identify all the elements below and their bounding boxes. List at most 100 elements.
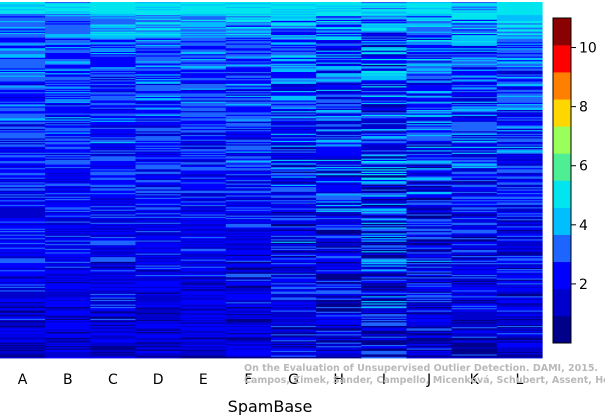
heatmap-cell bbox=[180, 63, 227, 66]
heatmap-cell bbox=[316, 202, 362, 205]
heatmap-cell bbox=[90, 194, 137, 196]
heatmap-cell bbox=[496, 92, 543, 94]
heatmap-cell bbox=[496, 76, 543, 79]
heatmap-cell bbox=[271, 156, 317, 158]
heatmap-cell bbox=[406, 102, 453, 105]
heatmap-cell bbox=[316, 182, 362, 184]
heatmap-cell bbox=[316, 28, 362, 30]
heatmap-cell bbox=[271, 352, 317, 354]
heatmap-cell bbox=[225, 11, 272, 14]
heatmap-cell bbox=[361, 9, 408, 11]
heatmap-cell bbox=[271, 245, 317, 247]
heatmap-cell bbox=[271, 197, 317, 200]
heatmap-cell bbox=[361, 202, 408, 205]
heatmap-cell bbox=[271, 309, 317, 311]
heatmap-cell bbox=[180, 137, 227, 139]
heatmap-cell bbox=[45, 62, 91, 65]
heatmap-cell bbox=[45, 202, 91, 205]
heatmap-cell bbox=[271, 76, 317, 79]
heatmap-cell bbox=[316, 321, 362, 323]
heatmap-cell bbox=[316, 127, 362, 130]
heatmap-cell bbox=[496, 330, 543, 333]
heatmap-cell bbox=[361, 323, 408, 326]
heatmap-cell bbox=[316, 96, 362, 99]
heatmap-cell bbox=[316, 181, 362, 183]
heatmap-cell bbox=[180, 17, 227, 20]
heatmap-cell bbox=[361, 206, 408, 208]
heatmap-cell bbox=[451, 123, 498, 125]
heatmap-cell bbox=[271, 161, 317, 163]
heatmap-cell bbox=[496, 98, 543, 100]
heatmap-cell bbox=[45, 15, 91, 17]
heatmap-cell bbox=[361, 295, 408, 297]
heatmap-cell bbox=[451, 174, 498, 176]
heatmap-cell bbox=[45, 136, 91, 138]
heatmap-cell bbox=[45, 138, 91, 141]
heatmap-cell bbox=[451, 240, 498, 243]
heatmap-cell bbox=[361, 133, 408, 136]
heatmap-cell bbox=[45, 72, 91, 74]
heatmap-cell bbox=[451, 287, 498, 290]
heatmap-cell bbox=[180, 241, 227, 244]
heatmap-cell bbox=[361, 270, 408, 272]
heatmap-cell bbox=[180, 85, 227, 87]
heatmap-cell bbox=[496, 304, 543, 307]
heatmap-cell bbox=[361, 339, 408, 341]
heatmap-cell bbox=[90, 53, 137, 55]
heatmap-cell bbox=[406, 284, 453, 287]
heatmap-cell bbox=[496, 312, 543, 315]
heatmap-cell bbox=[451, 198, 498, 201]
heatmap-cell bbox=[0, 22, 46, 24]
heatmap-cell bbox=[90, 98, 137, 100]
heatmap-cell bbox=[45, 96, 91, 99]
heatmap-cell bbox=[45, 355, 91, 358]
heatmap-cell bbox=[90, 2, 137, 4]
heatmap-cell bbox=[451, 80, 498, 82]
heatmap-cell bbox=[135, 180, 182, 182]
heatmap-cell bbox=[225, 162, 272, 164]
heatmap-cell bbox=[135, 37, 182, 40]
heatmap-cell bbox=[316, 213, 362, 215]
heatmap-cell bbox=[225, 131, 272, 133]
heatmap-cell bbox=[45, 203, 91, 206]
heatmap-cell bbox=[0, 203, 46, 206]
heatmap-cell bbox=[225, 68, 272, 71]
heatmap-cell bbox=[45, 105, 91, 107]
heatmap-cell bbox=[361, 190, 408, 193]
heatmap-cell bbox=[406, 290, 453, 292]
heatmap-cell bbox=[90, 221, 137, 224]
heatmap-cell bbox=[271, 325, 317, 328]
heatmap-cell bbox=[225, 220, 272, 222]
heatmap-cell bbox=[180, 13, 227, 16]
heatmap-cell bbox=[361, 120, 408, 123]
heatmap-cell bbox=[0, 42, 46, 44]
heatmap-cell bbox=[180, 204, 227, 207]
heatmap-cell bbox=[361, 234, 408, 237]
heatmap-cell bbox=[451, 38, 498, 41]
heatmap-cell bbox=[496, 114, 543, 117]
heatmap-cell bbox=[271, 45, 317, 48]
heatmap-cell bbox=[135, 156, 182, 158]
heatmap-cell bbox=[45, 198, 91, 201]
heatmap-cell bbox=[90, 226, 137, 228]
heatmap-cell bbox=[406, 246, 453, 249]
heatmap-cell bbox=[271, 234, 317, 237]
heatmap-cell bbox=[451, 258, 498, 260]
heatmap-cell bbox=[225, 10, 272, 12]
heatmap-cell bbox=[496, 45, 543, 48]
heatmap-cell bbox=[316, 48, 362, 50]
heatmap-cell bbox=[45, 325, 91, 328]
heatmap-cell bbox=[225, 75, 272, 78]
heatmap-cell bbox=[406, 161, 453, 163]
heatmap-cell bbox=[271, 254, 317, 257]
heatmap-cell bbox=[406, 274, 453, 277]
heatmap-cell bbox=[90, 143, 137, 145]
heatmap-cell bbox=[496, 352, 543, 354]
heatmap-cell bbox=[406, 254, 453, 257]
heatmap-cell bbox=[361, 136, 408, 138]
heatmap-cell bbox=[271, 7, 317, 10]
heatmap-cell bbox=[45, 75, 91, 78]
heatmap-cell bbox=[0, 217, 46, 220]
heatmap-cell bbox=[271, 63, 317, 66]
heatmap-cell bbox=[45, 150, 91, 152]
